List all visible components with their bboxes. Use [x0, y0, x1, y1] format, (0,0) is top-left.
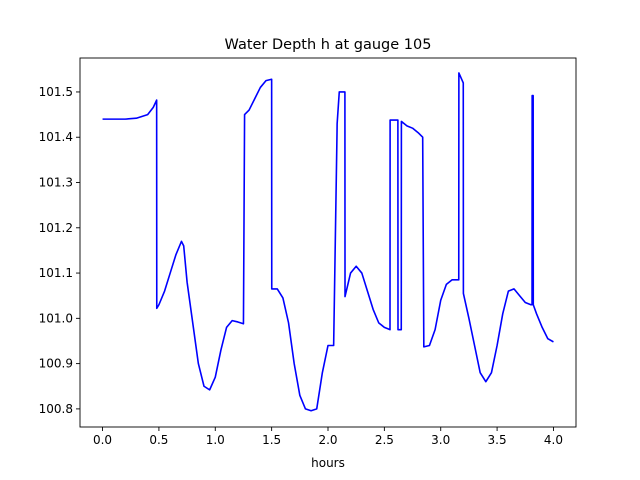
x-tick-label: 2.5 — [375, 433, 394, 447]
y-tick-label: 101.5 — [39, 85, 73, 99]
y-tick-label: 101.2 — [39, 221, 73, 235]
chart-title: Water Depth h at gauge 105 — [225, 37, 432, 53]
plot-area: 0.0 0.5 1.0 1.5 2.0 2.5 3.0 3.5 4.0 100.8 100.9 101… — [39, 57, 577, 447]
y-tick-label: 100.9 — [39, 357, 73, 371]
x-tick-label: 4.0 — [544, 433, 563, 447]
y-tick-label: 101.0 — [39, 311, 73, 325]
y-tick-label: 101.3 — [39, 176, 73, 190]
x-tick-label: 0.5 — [149, 433, 168, 447]
x-tick-label: 2.0 — [318, 433, 337, 447]
y-tick-label: 100.8 — [39, 402, 73, 416]
x-tick-label: 1.5 — [262, 433, 281, 447]
series-line-0 — [102, 72, 554, 412]
x-tick-label: 3.0 — [431, 433, 450, 447]
y-tick-label: 101.4 — [39, 130, 73, 144]
x-tick-label: 1.0 — [206, 433, 225, 447]
y-tick-label: 101.1 — [39, 266, 73, 280]
x-tick-label: 3.5 — [488, 433, 507, 447]
x-axis-label: hours — [311, 456, 345, 470]
x-tick-label: 0.0 — [93, 433, 112, 447]
